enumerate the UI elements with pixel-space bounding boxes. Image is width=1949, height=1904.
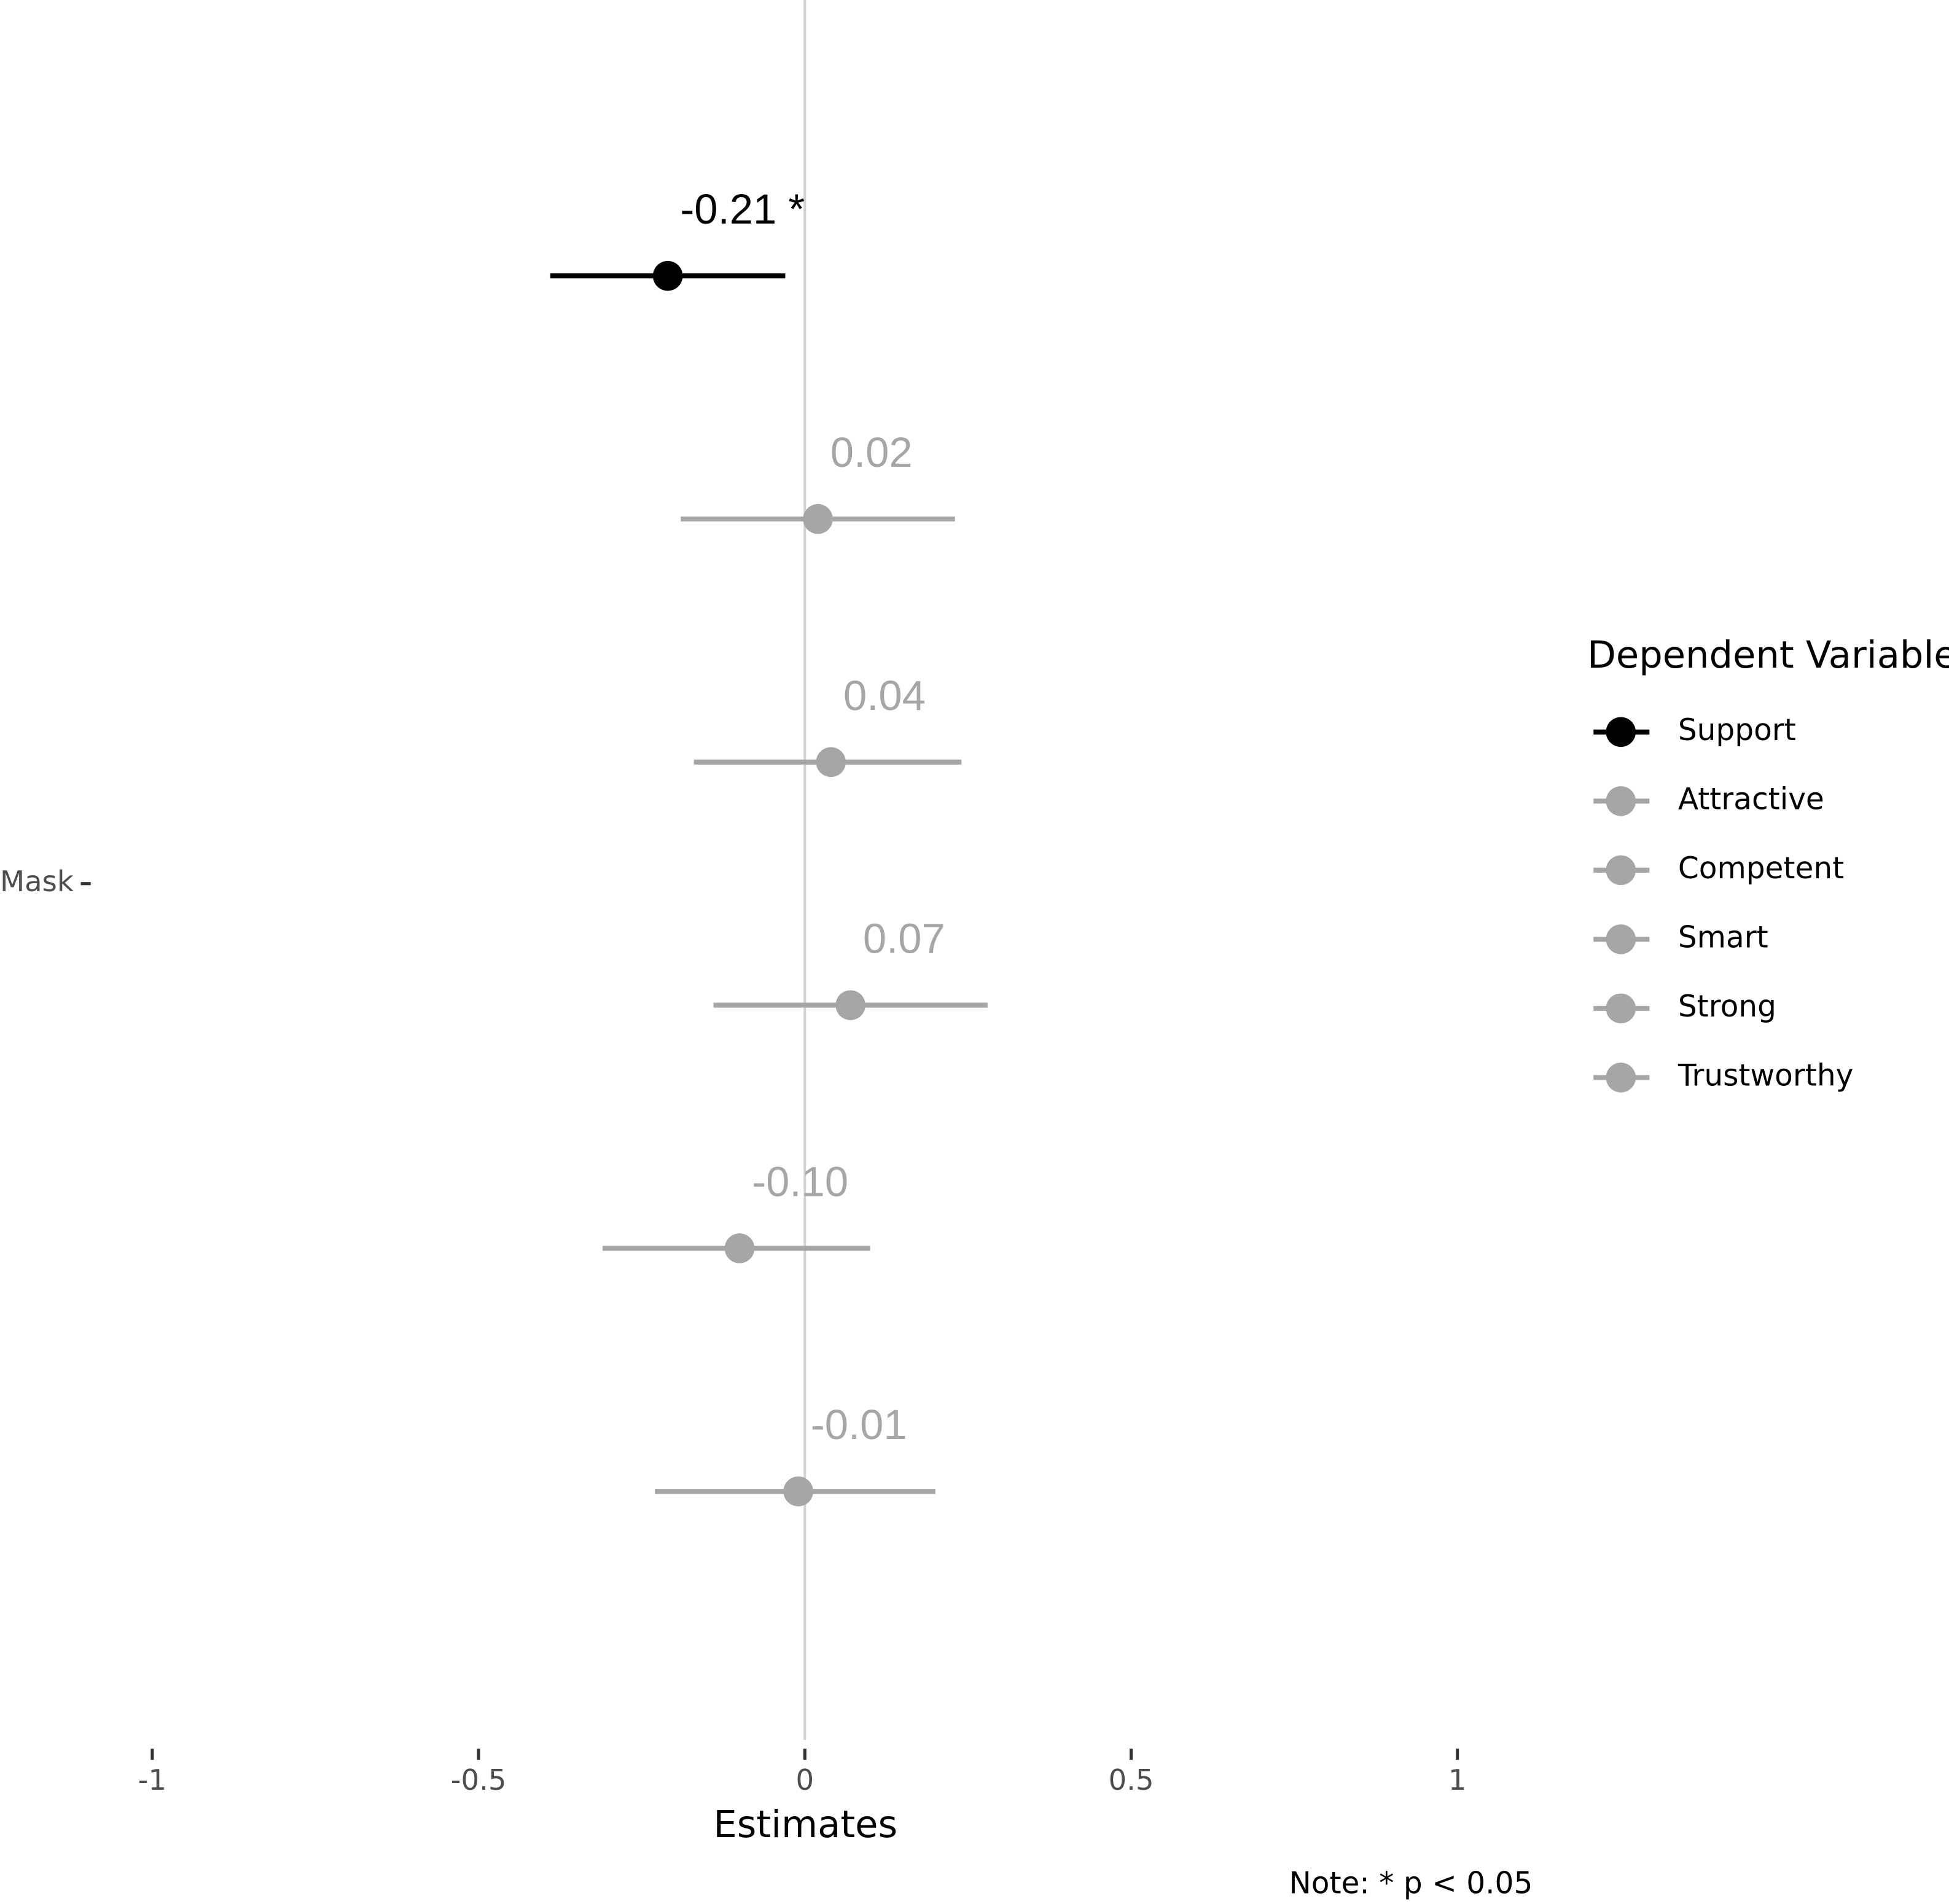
- data-label: 0.02: [830, 429, 913, 476]
- legend-key-dot: [1606, 993, 1636, 1024]
- legend-label: Attractive: [1678, 782, 1824, 816]
- x-axis-title: Estimates: [713, 1803, 897, 1846]
- legend-label: Strong: [1678, 989, 1776, 1024]
- x-tick-label: 1: [1448, 1763, 1467, 1797]
- legend-key-dot: [1606, 924, 1636, 954]
- data-label: 0.04: [843, 672, 926, 719]
- legend-label: Support: [1678, 713, 1796, 747]
- x-tick-label: 0.5: [1108, 1763, 1154, 1797]
- point: [652, 260, 683, 291]
- point: [724, 1233, 755, 1263]
- data-label: -0.21 *: [680, 185, 805, 233]
- legend-label: Trustworthy: [1678, 1058, 1853, 1093]
- legend-label: Competent: [1678, 851, 1844, 886]
- point: [803, 504, 833, 534]
- legend-key-dot: [1606, 717, 1636, 747]
- data-label: 0.07: [863, 915, 945, 962]
- legend-label: Smart: [1678, 920, 1768, 954]
- legend-title: Dependent Variables: [1587, 634, 1949, 677]
- x-tick-label: -0.5: [451, 1763, 507, 1797]
- legend-key-dot: [1606, 855, 1636, 886]
- point: [783, 1476, 813, 1507]
- x-tick-label: -1: [138, 1763, 166, 1797]
- point: [835, 990, 865, 1020]
- point: [816, 747, 846, 778]
- legend-key-dot: [1606, 786, 1636, 816]
- note: Note: * p < 0.05: [1289, 1867, 1533, 1901]
- data-label: -0.10: [752, 1158, 848, 1205]
- x-tick-label: 0: [795, 1763, 814, 1797]
- y-tick-label: Mask: [0, 865, 74, 898]
- data-label: -0.01: [811, 1401, 907, 1448]
- legend-key-dot: [1606, 1063, 1636, 1093]
